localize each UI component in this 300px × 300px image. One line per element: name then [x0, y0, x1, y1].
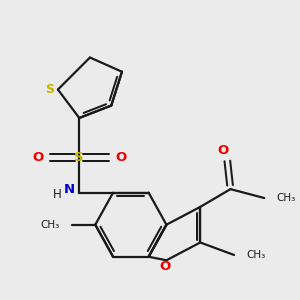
Text: S: S — [74, 151, 84, 164]
Text: O: O — [115, 151, 127, 164]
Text: N: N — [64, 183, 75, 196]
Text: S: S — [46, 83, 55, 96]
Text: O: O — [159, 260, 170, 273]
Text: H: H — [53, 188, 62, 201]
Text: CH₃: CH₃ — [247, 250, 266, 260]
Text: O: O — [218, 143, 229, 157]
Text: CH₃: CH₃ — [277, 193, 296, 203]
Text: O: O — [32, 151, 43, 164]
Text: CH₃: CH₃ — [40, 220, 60, 230]
